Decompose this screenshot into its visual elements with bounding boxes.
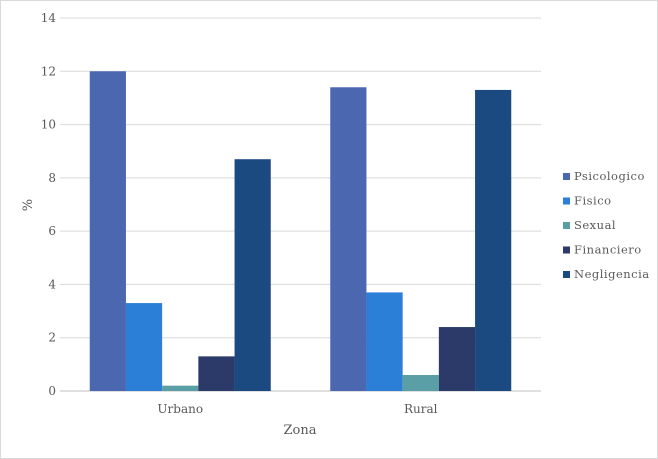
bar-negligencia-rural — [475, 89, 512, 391]
bar-financiero-rural — [438, 327, 476, 391]
legend-label: Financiero — [574, 243, 642, 257]
bar-sexual-urbano — [162, 385, 199, 391]
y-tick-label: 2 — [48, 331, 56, 345]
y-axis-label: % — [21, 199, 36, 211]
legend-label: Fisico — [574, 194, 612, 208]
y-tick-label: 10 — [41, 118, 56, 132]
y-tick-label: 0 — [48, 384, 56, 398]
bar-fisico-urbano — [125, 303, 163, 391]
legend-swatch — [563, 197, 570, 205]
y-tick-label: 14 — [41, 11, 57, 25]
legend-swatch — [563, 271, 570, 278]
y-tick-label: 12 — [41, 64, 56, 78]
y-tick-label: 6 — [48, 224, 56, 238]
bar-negligencia-urbano — [234, 159, 271, 391]
bar-sexual-rural — [402, 375, 439, 391]
x-tick-label: Urbano — [157, 402, 203, 416]
x-tick-label: Rural — [404, 402, 438, 416]
y-tick-label: 8 — [48, 171, 56, 185]
legend-label: Psicologico — [574, 169, 645, 183]
bar-fisico-rural — [366, 292, 403, 391]
legend-label: Sexual — [574, 218, 616, 232]
x-axis-label: Zona — [284, 423, 317, 438]
legend-label: Negligencia — [574, 267, 650, 281]
legend-swatch — [563, 246, 570, 254]
legend-swatch — [563, 222, 570, 229]
bar-financiero-urbano — [198, 356, 235, 391]
bar-psicologico-rural — [330, 87, 367, 392]
legend-swatch — [563, 173, 570, 180]
y-tick-label: 4 — [48, 277, 56, 291]
bar-psicologico-urbano — [89, 71, 126, 392]
